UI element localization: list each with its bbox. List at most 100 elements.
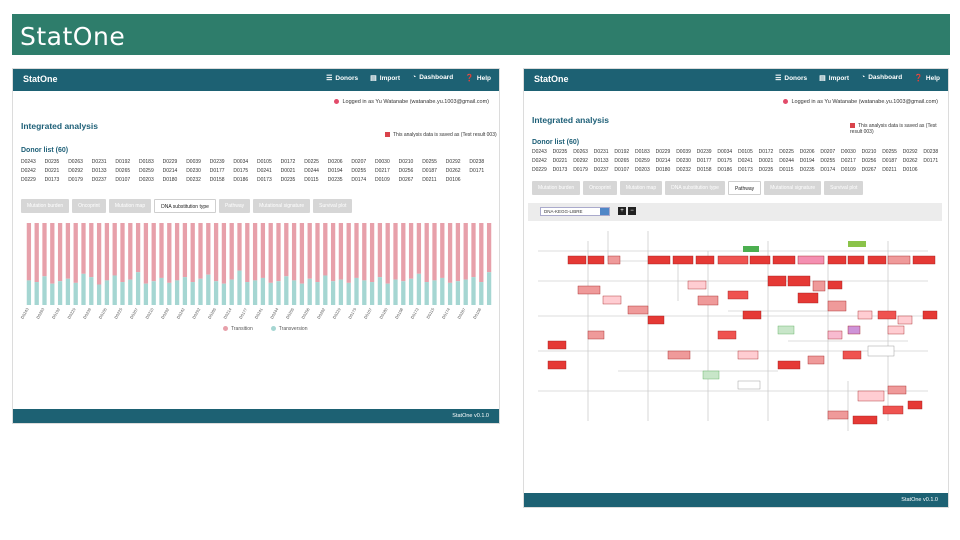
- bar-transversion[interactable]: [34, 282, 39, 305]
- bar-transversion[interactable]: [315, 282, 320, 305]
- bar-transition[interactable]: [245, 223, 250, 283]
- donor-id[interactable]: D0173: [738, 167, 753, 173]
- bar-transition[interactable]: [50, 223, 55, 284]
- donor-id[interactable]: D0238: [469, 159, 485, 165]
- donor-id[interactable]: D0267: [861, 167, 877, 173]
- donor-id[interactable]: D0256: [861, 158, 877, 164]
- donor-id[interactable]: D0133: [593, 158, 609, 164]
- bar-transversion[interactable]: [128, 279, 133, 305]
- nav-import[interactable]: ▤ Import: [370, 75, 400, 82]
- bar-transversion[interactable]: [408, 278, 414, 305]
- donor-id[interactable]: D0243: [21, 159, 36, 165]
- donor-id[interactable]: D0174: [820, 167, 836, 173]
- bar-transition[interactable]: [42, 223, 47, 277]
- bar-transversion[interactable]: [276, 281, 281, 305]
- donor-id[interactable]: D0225: [304, 159, 319, 165]
- bar-transversion[interactable]: [143, 283, 149, 305]
- bar-transition[interactable]: [65, 223, 71, 279]
- bar-transversion[interactable]: [206, 274, 211, 305]
- bar-transversion[interactable]: [338, 279, 344, 305]
- donor-id[interactable]: D0243: [532, 149, 547, 155]
- bar-transversion[interactable]: [354, 277, 359, 305]
- nav-donors[interactable]: ☰ Donors: [326, 75, 359, 82]
- bar-transversion[interactable]: [455, 281, 461, 305]
- bar-transversion[interactable]: [416, 273, 422, 305]
- donor-id[interactable]: D0235: [799, 167, 815, 173]
- app-brand[interactable]: StatOne: [534, 74, 569, 84]
- donor-id[interactable]: D0225: [779, 149, 794, 155]
- donor-id[interactable]: D0109: [841, 167, 856, 173]
- donor-id[interactable]: D0180: [655, 167, 671, 173]
- donor-id[interactable]: D0229: [162, 159, 178, 165]
- tab-pathway[interactable]: Pathway: [727, 181, 762, 195]
- donor-id[interactable]: D0235: [758, 167, 774, 173]
- donor-id[interactable]: D0242: [532, 158, 547, 164]
- bar-transition[interactable]: [26, 223, 32, 281]
- zoom-out-button[interactable]: −: [628, 207, 636, 215]
- donor-id[interactable]: D0211: [882, 167, 897, 173]
- bar-transition[interactable]: [315, 223, 320, 283]
- donor-id[interactable]: D0030: [375, 159, 390, 165]
- nav-help[interactable]: ❓ Help: [465, 75, 491, 82]
- bar-transition[interactable]: [34, 223, 39, 283]
- donor-id[interactable]: D0177: [696, 158, 712, 164]
- bar-transversion[interactable]: [323, 275, 328, 305]
- donor-id[interactable]: D0259: [635, 158, 650, 164]
- tab-mutational-signature[interactable]: Mutational signature: [764, 181, 822, 195]
- donor-id[interactable]: D0133: [91, 168, 107, 174]
- donor-id[interactable]: D0214: [655, 158, 671, 164]
- tab-pathway[interactable]: Pathway: [218, 199, 251, 213]
- bar-transversion[interactable]: [369, 282, 375, 305]
- donor-id[interactable]: D0237: [91, 177, 107, 183]
- bar-transition[interactable]: [369, 223, 375, 283]
- bar-transversion[interactable]: [26, 280, 32, 305]
- donor-id[interactable]: D0214: [162, 168, 178, 174]
- bar-transversion[interactable]: [307, 278, 312, 305]
- donor-id[interactable]: D0211: [422, 177, 437, 183]
- donor-id[interactable]: D0105: [738, 149, 753, 155]
- bar-transversion[interactable]: [330, 281, 336, 305]
- donor-id[interactable]: D0034: [717, 149, 733, 155]
- donor-id[interactable]: D0244: [304, 168, 319, 174]
- bar-transition[interactable]: [213, 223, 219, 282]
- donor-id[interactable]: D0158: [696, 167, 712, 173]
- bar-transversion[interactable]: [50, 283, 55, 305]
- bar-transversion[interactable]: [159, 277, 164, 305]
- donor-id[interactable]: D0106: [445, 177, 461, 183]
- bar-transition[interactable]: [432, 223, 437, 281]
- donor-id[interactable]: D0203: [635, 167, 650, 173]
- bar-transition[interactable]: [104, 223, 110, 281]
- donor-id[interactable]: D0158: [209, 177, 225, 183]
- donor-id[interactable]: D0115: [304, 177, 319, 183]
- donor-id[interactable]: D0292: [68, 168, 83, 174]
- tab-mutational-signature[interactable]: Mutational signature: [253, 199, 311, 213]
- donor-id[interactable]: D0256: [398, 168, 414, 174]
- bar-transition[interactable]: [447, 223, 453, 283]
- donor-id[interactable]: D0217: [841, 158, 856, 164]
- donor-id[interactable]: D0235: [327, 177, 343, 183]
- nav-help[interactable]: ❓ Help: [914, 75, 940, 82]
- donor-id[interactable]: D0187: [422, 168, 437, 174]
- nav-dashboard[interactable]: ◔ Dashboard: [861, 74, 903, 81]
- tab-oncoprint[interactable]: Oncoprint: [583, 181, 617, 195]
- donor-id[interactable]: D0267: [398, 177, 414, 183]
- bar-transversion[interactable]: [346, 282, 351, 305]
- donor-id[interactable]: D0241: [738, 158, 753, 164]
- bar-transversion[interactable]: [245, 282, 250, 305]
- bar-transition[interactable]: [463, 223, 468, 280]
- bar-transition[interactable]: [252, 223, 258, 281]
- bar-transition[interactable]: [151, 223, 156, 282]
- donor-id[interactable]: D0173: [552, 167, 568, 173]
- donor-id[interactable]: D0229: [655, 149, 671, 155]
- donor-id[interactable]: D0173: [257, 177, 272, 183]
- bar-transversion[interactable]: [284, 276, 289, 305]
- bar-transition[interactable]: [471, 223, 476, 278]
- donor-id[interactable]: D0109: [375, 177, 390, 183]
- donor-id[interactable]: D0231: [593, 149, 609, 155]
- bar-transversion[interactable]: [447, 282, 453, 305]
- tab-mutation-burden[interactable]: Mutation burden: [21, 199, 70, 213]
- bar-transition[interactable]: [362, 223, 367, 281]
- tab-mutation-burden[interactable]: Mutation burden: [532, 181, 581, 195]
- donor-id[interactable]: D0259: [139, 168, 154, 174]
- pathway-select[interactable]: DNA-KEGG-LIBRE: [540, 207, 610, 216]
